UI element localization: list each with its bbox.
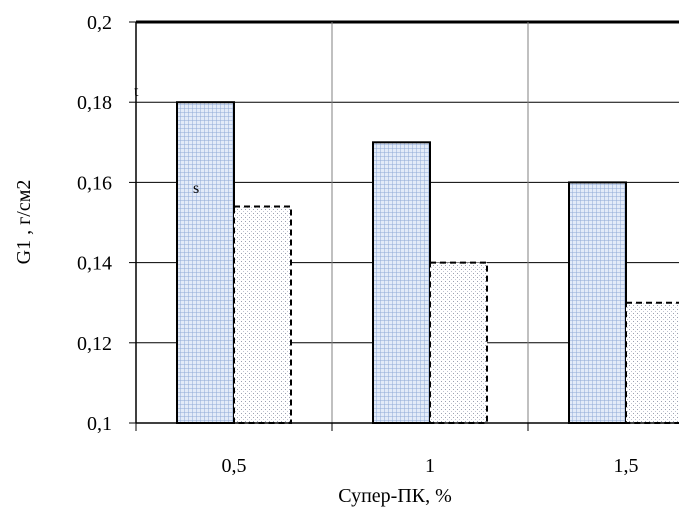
bar xyxy=(372,141,431,425)
x-tick-label: 0,5 xyxy=(222,455,247,477)
annotation-t: t xyxy=(134,83,139,100)
x-tick-label: 1 xyxy=(425,455,435,477)
y-tick-label: 0,18 xyxy=(77,92,112,114)
bar xyxy=(625,301,679,425)
bar xyxy=(568,181,627,424)
y-axis-title: G1 , г/см2 xyxy=(13,180,35,265)
labels: 0,1 0,12 0,14 0,16 0,18 0,2 0,5 1 1,5 Супер-ПК, %… xyxy=(13,12,639,507)
y-tick-label: 0,2 xyxy=(87,12,112,34)
bar xyxy=(176,101,235,424)
y-tick-label: 0,12 xyxy=(77,333,112,355)
bar xyxy=(429,261,488,424)
bars xyxy=(176,101,679,425)
x-axis-title: Супер-ПК, % xyxy=(338,485,452,507)
y-tick-label: 0,16 xyxy=(77,172,112,194)
y-tick-label: 0,1 xyxy=(87,413,112,435)
axes xyxy=(129,21,679,431)
y-tick-label: 0,14 xyxy=(77,253,112,275)
annotation-s: s xyxy=(193,180,199,197)
bar xyxy=(233,205,292,424)
x-tick-label: 1,5 xyxy=(614,455,639,477)
